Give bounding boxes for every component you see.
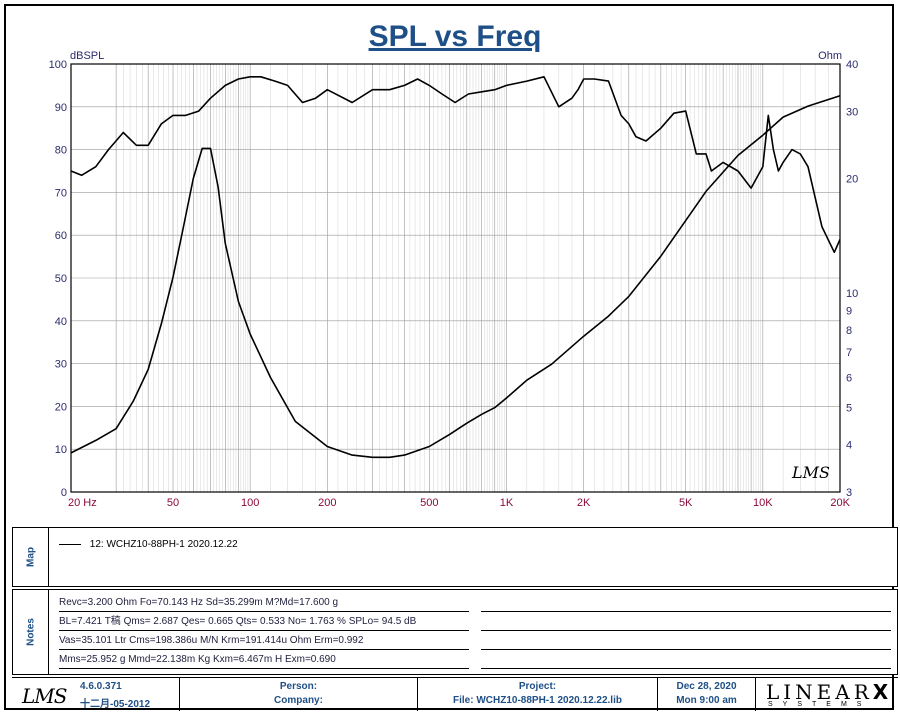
footer-date-cell: Dec 28, 2020 Mon 9:00 am <box>658 678 756 711</box>
footer-person-cell: Person: Company: <box>180 678 418 711</box>
left-tick-label: 90 <box>55 102 67 114</box>
left-axis-unit: dBSPL <box>70 50 104 62</box>
left-tick-label: 80 <box>55 145 67 157</box>
left-tick-label: 30 <box>55 359 67 371</box>
chart-title: SPL vs Freq <box>369 20 542 53</box>
impedance-line <box>70 95 841 459</box>
footer-version-cell: LMS 4.6.0.371 十二月-05-2012 <box>12 678 180 711</box>
right-tick-label: 9 <box>846 305 852 317</box>
x-tick-label: 500 <box>420 497 438 509</box>
left-tick-label: 50 <box>55 273 67 285</box>
left-tick-label: 100 <box>49 59 67 71</box>
right-axis-unit: Ohm <box>818 50 842 62</box>
series-layer <box>70 76 841 459</box>
x-tick-label: 100 <box>241 497 259 509</box>
right-tick-label: 8 <box>846 325 852 337</box>
right-tick-label: 3 <box>846 487 852 499</box>
notes-label: Notes <box>25 618 36 646</box>
project-label: Project: <box>518 681 557 692</box>
axes: 0 10 20 30 40 50 60 70 80 90 100 3 4 5 6 7 8 9 10 20 30 40 20 … <box>49 59 859 509</box>
footer-project-cell: Project: File: WCHZ10-88PH-1 2020.12.22.… <box>418 678 658 711</box>
plot-frame <box>70 63 841 493</box>
version: 4.6.0.371 <box>80 681 122 692</box>
x-tick-label: 5K <box>679 497 693 509</box>
note-blank-line <box>481 615 891 631</box>
spl-line <box>70 76 841 254</box>
left-tick-label: 70 <box>55 187 67 199</box>
version-date: 十二月-05-2012 <box>80 699 151 710</box>
notes-side-label: Notes <box>13 590 49 674</box>
right-tick-label: 4 <box>846 439 852 451</box>
note-blank-line <box>481 634 891 650</box>
left-tick-label: 40 <box>55 316 67 328</box>
series-swatch <box>59 543 81 545</box>
right-tick-label: 5 <box>846 403 852 415</box>
brand-top: LINEAR <box>766 680 873 704</box>
right-tick-label: 20 <box>846 174 858 186</box>
footer: LMS 4.6.0.371 十二月-05-2012 Person: Compan… <box>12 677 898 713</box>
chart-panel: SPL vs Freq dBSPL Ohm 0 10 20 30 40 50 60 70 80 9… <box>12 12 898 526</box>
chart-svg: SPL vs Freq dBSPL Ohm 0 10 20 30 40 50 60 70 80 9… <box>49 20 859 509</box>
brand-logo: LINEARX <box>766 680 892 704</box>
right-tick-label: 40 <box>846 59 858 71</box>
file-label: File: WCHZ10-88PH-1 2020.12.22.lib <box>453 695 622 706</box>
note-line: Mms=25.952 g Mmd=22.138m Kg Kxm=6.467m H… <box>59 653 469 669</box>
map-label: Map <box>25 547 36 567</box>
lms-watermark: LMS <box>791 463 830 482</box>
map-side-label: Map <box>13 528 49 586</box>
right-tick-label: 6 <box>846 372 852 384</box>
right-tick-label: 30 <box>846 107 858 119</box>
map-entry-label: 12: WCHZ10-88PH-1 2020.12.22 <box>89 539 238 550</box>
brand-x: X <box>872 680 893 704</box>
map-entry[interactable]: 12: WCHZ10-88PH-1 2020.12.22 <box>59 539 238 550</box>
left-tick-label: 10 <box>55 444 67 456</box>
person-label: Person: <box>279 681 318 692</box>
x-tick-label: 20K <box>830 497 850 509</box>
notes-section: Notes Revc=3.200 Ohm Fo=70.143 Hz Sd=35.… <box>12 589 898 675</box>
x-tick-label: 1K <box>500 497 514 509</box>
grid <box>71 63 840 493</box>
left-tick-label: 60 <box>55 230 67 242</box>
left-tick-label: 20 <box>55 401 67 413</box>
note-line: BL=7.421 T稿 Qms= 2.687 Qes= 0.665 Qts= 0… <box>59 615 469 631</box>
lms-logo: LMS <box>22 684 67 708</box>
note-blank-line <box>481 596 891 612</box>
page-frame: SPL vs Freq dBSPL Ohm 0 10 20 30 40 50 60 70 80 9… <box>4 4 898 711</box>
note-blank-line <box>481 653 891 669</box>
x-tick-label: 2K <box>577 497 591 509</box>
x-tick-label: 200 <box>318 497 336 509</box>
note-line: Revc=3.200 Ohm Fo=70.143 Hz Sd=35.299m M… <box>59 596 469 612</box>
right-tick-label: 10 <box>846 288 858 300</box>
footer-brand-cell: LINEARX SYSTEMS <box>756 678 894 711</box>
x-tick-label: 10K <box>753 497 773 509</box>
brand-bottom: SYSTEMS <box>768 701 872 708</box>
date: Dec 28, 2020 <box>676 681 737 692</box>
x-tick-label: 50 <box>167 497 179 509</box>
left-tick-label: 0 <box>61 487 67 499</box>
right-tick-label: 7 <box>846 347 852 359</box>
map-section: Map 12: WCHZ10-88PH-1 2020.12.22 <box>12 527 898 587</box>
company-label: Company: <box>274 695 323 706</box>
note-line: Vas=35.101 Ltr Cms=198.386u M/N Krm=191.… <box>59 634 469 650</box>
time: Mon 9:00 am <box>676 695 737 706</box>
x-tick-label: 20 Hz <box>68 497 97 509</box>
